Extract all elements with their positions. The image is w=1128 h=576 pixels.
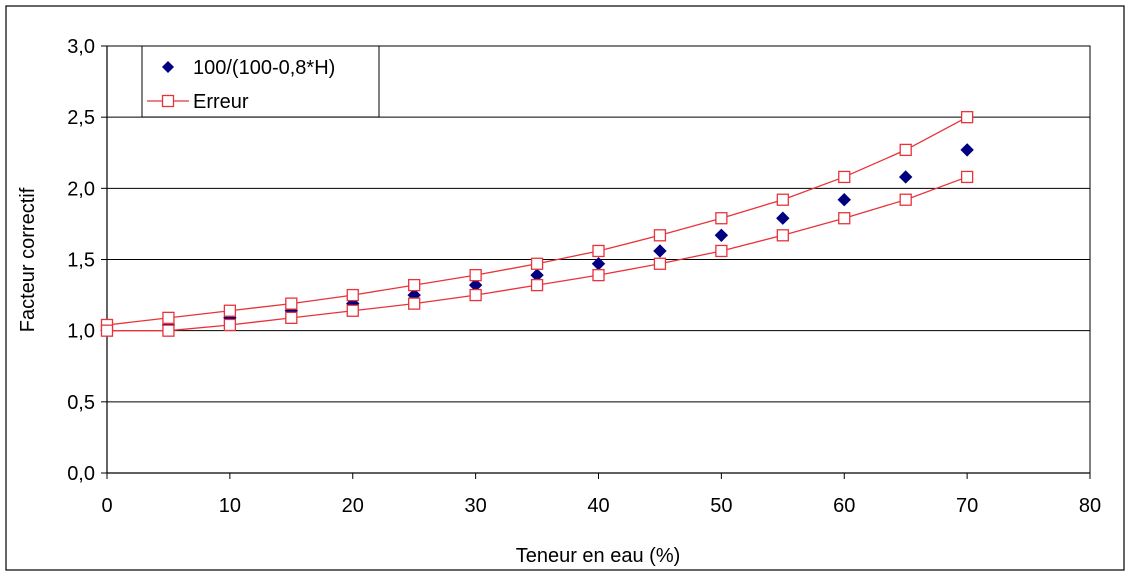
data-point-square [162,311,175,325]
data-point-square [469,269,482,282]
data-point-square [530,257,544,270]
data-point-diamond [714,228,729,243]
data-point-square [530,278,544,292]
data-point-diamond [653,244,667,258]
data-point-diamond [837,193,851,207]
data-point-square [838,212,851,225]
legend-entry: 100/(100-0,8*H) [162,57,335,79]
data-point-diamond [898,170,913,184]
data-point-diamond [960,143,974,157]
data-point-square [592,269,605,282]
x-axis-title: Teneur en eau (%) [516,545,681,567]
data-point-square [469,288,482,302]
data-point-square [223,318,237,332]
data-point-square [408,278,421,292]
y-tick-label: 0,5 [67,392,95,414]
x-tick-label: 30 [465,495,487,517]
legend-box [141,45,380,118]
x-tick-label: 80 [1079,495,1101,517]
x-tick-label: 0 [101,495,112,517]
legend-entry: Erreur [147,91,249,113]
y-axis-title: Facteur correctif [17,187,39,332]
data-point-square [715,212,728,225]
data-point-square [776,229,789,242]
tick-labels: 0,0 0,5 1,0 1,5 2,0 2,5 3,0 0 10 20 30 40 50 60 70 80 [67,36,1101,517]
legend: 100/(100-0,8*H) Erreur [141,45,380,118]
data-point-diamond [776,211,790,225]
legend-label: Erreur [193,91,249,113]
data-point-square [346,288,359,302]
data-point-square [653,257,667,270]
data-point-square [899,193,912,206]
y-tick-label: 0,0 [67,463,95,485]
x-tick-label: 60 [833,495,855,517]
x-tick-label: 40 [587,495,609,517]
series-layer [100,111,974,338]
data-point-square [838,170,851,184]
x-tick-label: 70 [956,495,978,517]
data-point-square [100,324,114,337]
x-tick-label: 20 [342,495,364,517]
x-tick-label: 50 [710,495,732,517]
data-point-square [408,297,421,310]
series-1 [100,111,974,332]
data-point-square [776,193,789,206]
data-point-square [960,111,974,124]
data-point-square [960,170,974,184]
data-point-square [162,324,175,337]
data-point-square [592,244,605,258]
series-2 [100,170,974,337]
data-point-square [285,297,298,310]
y-tick-label: 1,0 [67,321,95,343]
data-point-square [285,311,298,325]
legend-marker-square [161,94,175,108]
y-tick-label: 2,0 [67,178,95,200]
data-point-square [899,143,912,157]
y-tick-label: 1,5 [67,250,95,272]
data-point-square [715,244,728,258]
data-point-square [653,229,667,242]
legend-marker-diamond [162,61,174,73]
legend-label: 100/(100-0,8*H) [193,57,335,79]
data-point-square [223,304,237,317]
axes [101,45,1091,479]
data-point-square [346,304,359,317]
y-tick-label: 3,0 [67,36,95,58]
y-tick-label: 2,5 [67,107,95,129]
legend-items: 100/(100-0,8*H) Erreur [147,57,335,113]
x-tick-label: 10 [219,495,241,517]
